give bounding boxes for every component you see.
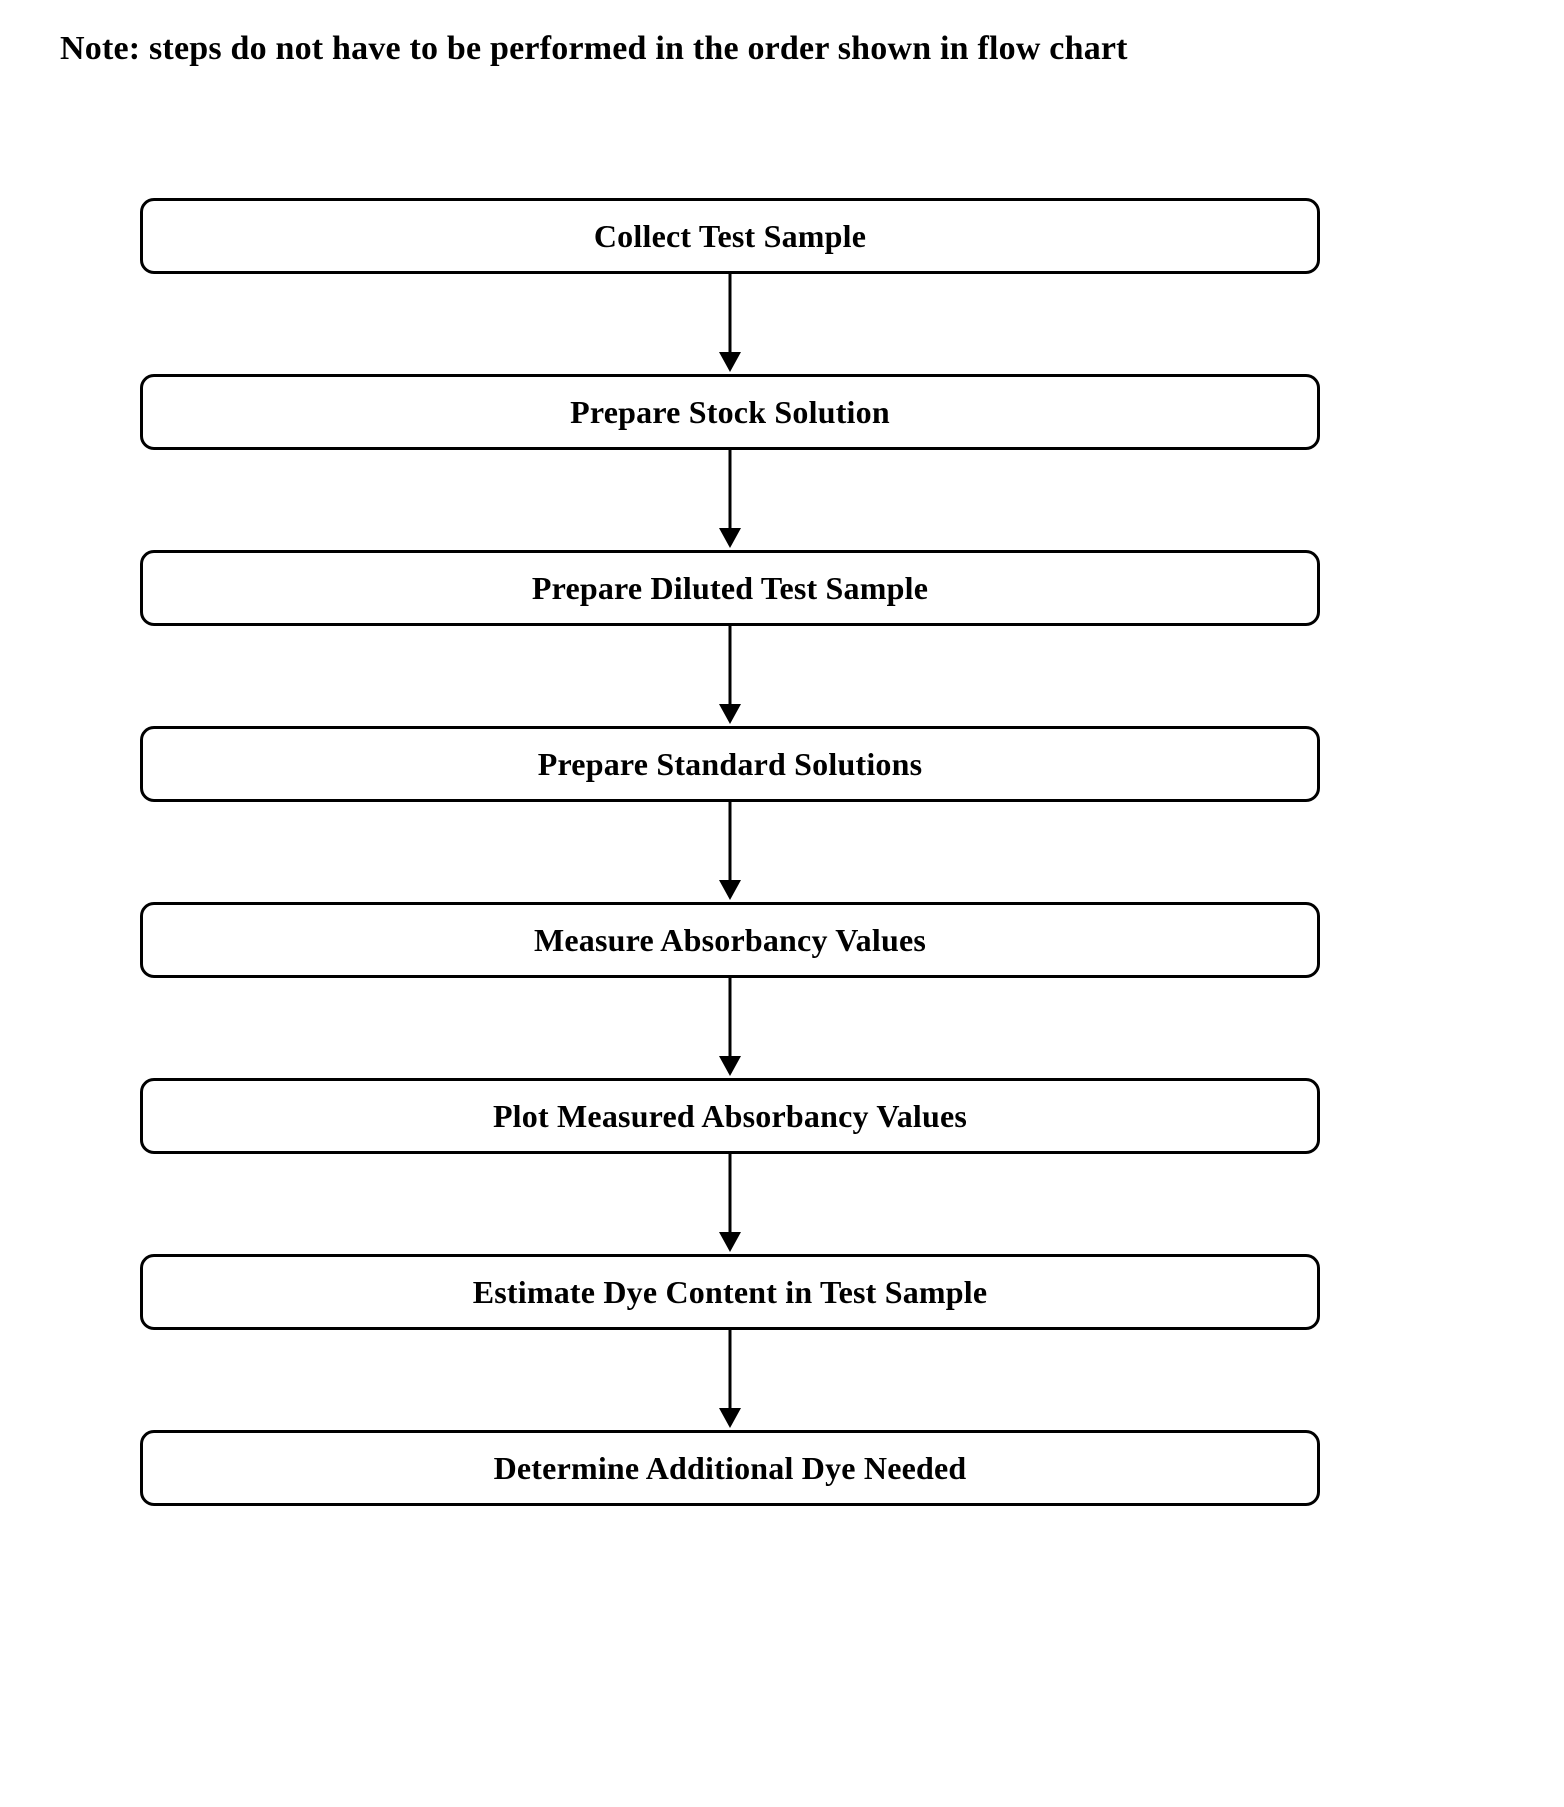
flow-box-label: Prepare Standard Solutions — [538, 746, 923, 783]
flow-arrow — [715, 1154, 745, 1254]
arrow-down-icon — [715, 626, 745, 726]
flow-box-prepare-standard-solutions: Prepare Standard Solutions — [140, 726, 1320, 802]
flow-arrow — [715, 274, 745, 374]
arrow-down-icon — [715, 1330, 745, 1430]
flow-box-estimate-dye-content: Estimate Dye Content in Test Sample — [140, 1254, 1320, 1330]
flow-arrow — [715, 626, 745, 726]
flow-box-prepare-diluted-test-sample: Prepare Diluted Test Sample — [140, 550, 1320, 626]
arrow-down-icon — [715, 1154, 745, 1254]
flow-box-plot-measured-absorbancy-values: Plot Measured Absorbancy Values — [140, 1078, 1320, 1154]
flow-box-label: Prepare Stock Solution — [570, 394, 890, 431]
flow-arrow — [715, 802, 745, 902]
flowchart-container: Collect Test Sample Prepare Stock Soluti… — [140, 198, 1320, 1506]
arrow-down-icon — [715, 274, 745, 374]
arrow-down-icon — [715, 978, 745, 1078]
flow-box-label: Plot Measured Absorbancy Values — [493, 1098, 967, 1135]
flow-box-label: Measure Absorbancy Values — [534, 922, 926, 959]
flow-box-measure-absorbancy-values: Measure Absorbancy Values — [140, 902, 1320, 978]
flow-box-determine-additional-dye-needed: Determine Additional Dye Needed — [140, 1430, 1320, 1506]
flow-box-label: Determine Additional Dye Needed — [494, 1450, 967, 1487]
flow-box-collect-test-sample: Collect Test Sample — [140, 198, 1320, 274]
flow-box-prepare-stock-solution: Prepare Stock Solution — [140, 374, 1320, 450]
note-text: Note: steps do not have to be performed … — [60, 30, 1504, 68]
flow-arrow — [715, 1330, 745, 1430]
flow-arrow — [715, 978, 745, 1078]
flow-box-label: Collect Test Sample — [594, 218, 866, 255]
flow-box-label: Estimate Dye Content in Test Sample — [473, 1274, 988, 1311]
flow-arrow — [715, 450, 745, 550]
flow-box-label: Prepare Diluted Test Sample — [532, 570, 928, 607]
arrow-down-icon — [715, 450, 745, 550]
arrow-down-icon — [715, 802, 745, 902]
